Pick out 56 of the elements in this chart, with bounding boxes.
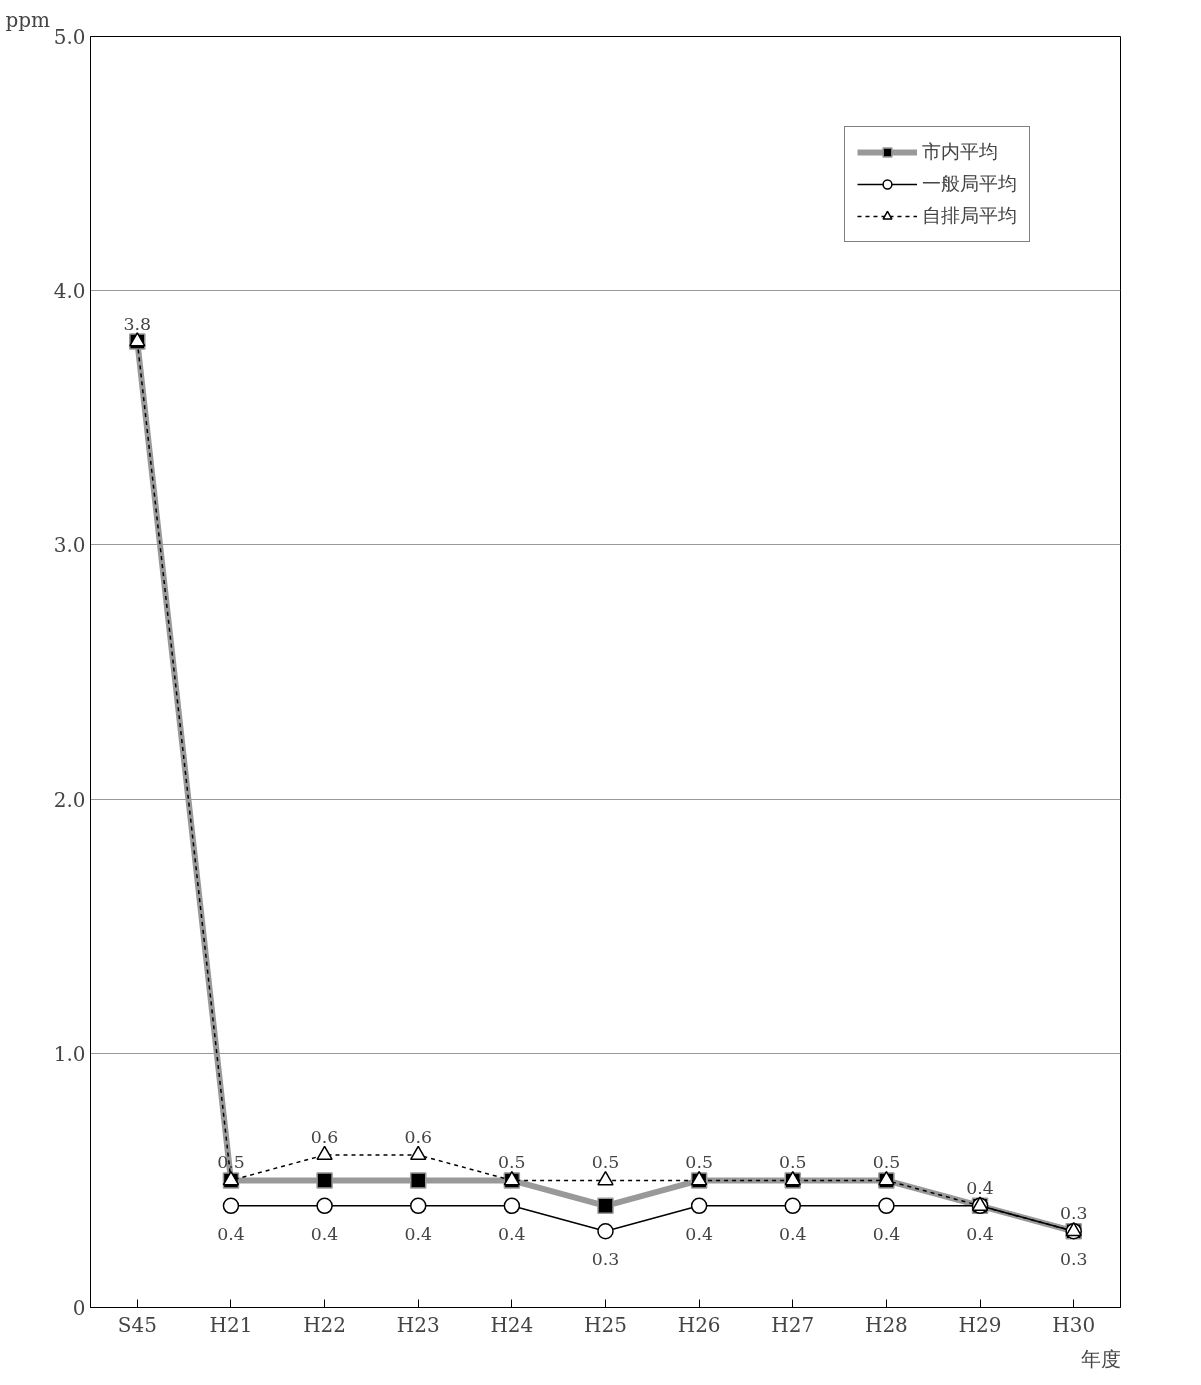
data-label: 0.4 — [498, 1223, 526, 1244]
x-tick-label: H28 — [864, 1312, 908, 1337]
x-tick-label: H25 — [584, 1312, 627, 1337]
data-label: 0.5 — [591, 1152, 620, 1173]
y-tick-label: 5.0 — [53, 25, 86, 49]
y-tick-label: 0 — [72, 1296, 86, 1320]
legend-label: 一般局平均 — [922, 172, 1017, 196]
data-label: 0.4 — [872, 1223, 901, 1244]
data-label: 0.4 — [404, 1223, 433, 1244]
x-tick-label: H22 — [303, 1312, 347, 1337]
y-tick-label: 4.0 — [53, 279, 86, 304]
point — [690, 1197, 708, 1215]
point — [409, 1197, 427, 1215]
y-tick-label: 3.0 — [53, 533, 86, 558]
y-axis-title: ppm — [5, 7, 51, 32]
data-label: 0.3 — [1059, 1249, 1088, 1270]
data-label: 0.4 — [310, 1223, 339, 1244]
point — [597, 1223, 614, 1240]
data-label: 0.4 — [217, 1223, 245, 1244]
y-tick-label: 1.0 — [53, 1041, 86, 1066]
point — [503, 1197, 521, 1215]
data-label: 0.4 — [966, 1177, 994, 1198]
legend-label: 市内平均 — [922, 140, 998, 164]
data-label: 0.5 — [498, 1152, 526, 1173]
data-label: 0.5 — [872, 1152, 901, 1173]
x-tick-label: H30 — [1052, 1312, 1096, 1337]
data-label: 0.5 — [685, 1152, 713, 1173]
x-tick-label: H21 — [209, 1312, 253, 1337]
point — [878, 1197, 895, 1215]
x-tick-label: H24 — [490, 1312, 534, 1337]
x-axis-title: 年度 — [1080, 1346, 1121, 1371]
x-tick-label: H27 — [771, 1312, 815, 1337]
data-label: 0.3 — [1059, 1203, 1088, 1224]
data-label: 3.8 — [123, 313, 152, 334]
legend-label: 自排局平均 — [922, 204, 1017, 228]
data-label: 0.6 — [310, 1126, 339, 1147]
data-label: 0.5 — [778, 1152, 807, 1173]
data-label: 0.4 — [966, 1223, 994, 1244]
x-tick-label: H29 — [958, 1312, 1002, 1337]
point — [409, 1172, 427, 1189]
data-label: 0.3 — [591, 1249, 620, 1270]
data-label: 0.4 — [778, 1223, 807, 1244]
data-label: 0.5 — [217, 1152, 245, 1173]
point — [316, 1145, 333, 1161]
point — [597, 1197, 614, 1215]
x-tick-label: H26 — [677, 1312, 721, 1337]
x-tick-label: S45 — [117, 1312, 157, 1337]
point — [316, 1197, 333, 1215]
data-label: 0.6 — [404, 1126, 433, 1147]
point — [784, 1197, 802, 1215]
point — [316, 1172, 333, 1189]
point — [409, 1145, 427, 1161]
y-tick-label: 2.0 — [53, 787, 86, 812]
x-tick-label: H23 — [396, 1312, 440, 1337]
data-label: 0.4 — [685, 1223, 713, 1244]
point — [222, 1197, 240, 1215]
